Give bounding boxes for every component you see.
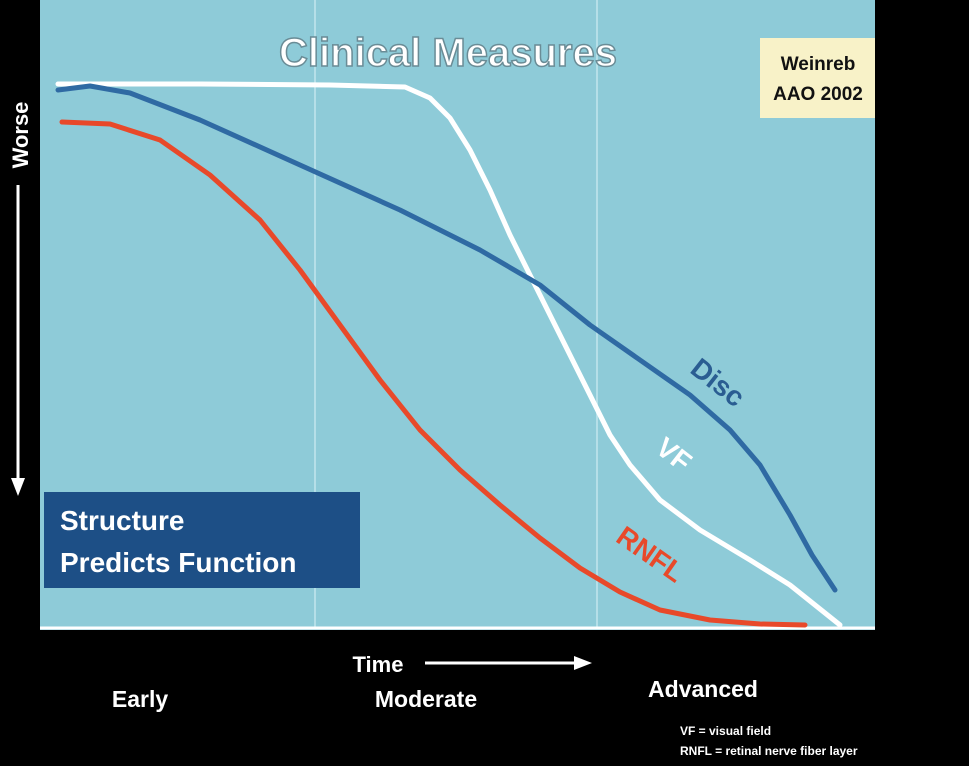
callout-line: Structure — [60, 505, 184, 536]
citation-line: Weinreb — [781, 54, 856, 75]
callout-line: Predicts Function — [60, 547, 296, 578]
stage-label: Early — [112, 686, 168, 712]
x-axis-label: Time — [353, 652, 404, 677]
y-arrowhead — [11, 478, 25, 496]
callout-box — [44, 492, 360, 588]
citation-line: AAO 2002 — [773, 84, 863, 105]
y-axis-label: Worse — [8, 102, 33, 169]
footnote: RNFL = retinal nerve fiber layer — [680, 744, 858, 758]
citation-box — [760, 38, 875, 118]
disc-curve — [55, 83, 838, 593]
title: Clinical Measures — [279, 31, 617, 75]
rnfl-curve — [59, 119, 808, 628]
stage-label: Advanced — [648, 676, 758, 702]
x-arrowhead — [574, 656, 592, 670]
footnote: VF = visual field — [680, 724, 771, 738]
stage-label: Moderate — [375, 686, 477, 712]
vf-curve — [55, 81, 843, 628]
